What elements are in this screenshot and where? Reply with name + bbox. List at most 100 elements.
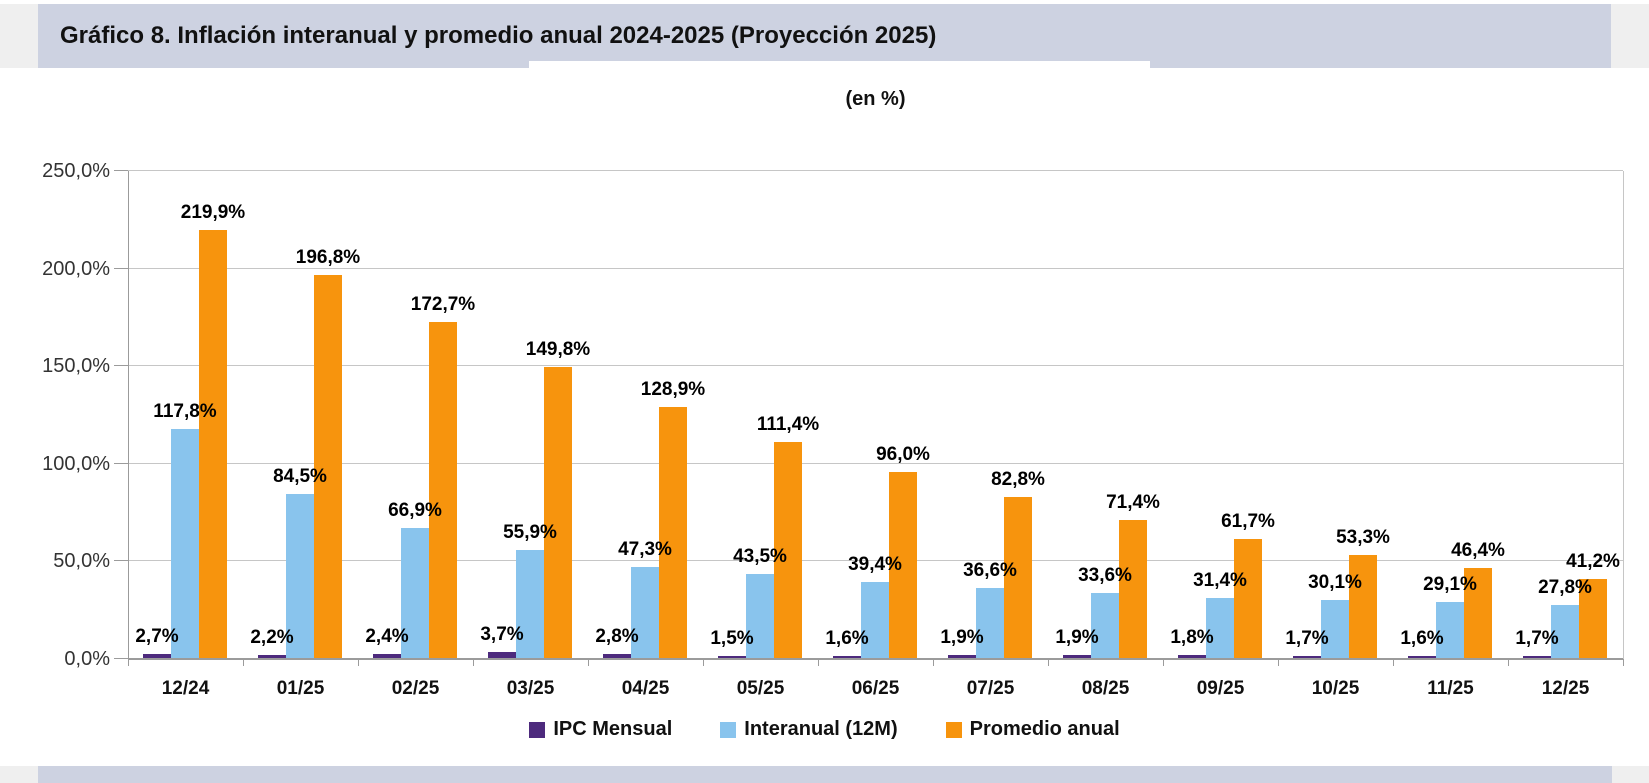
bar-interanual-12m- bbox=[516, 550, 544, 659]
x-axis-label: 12/24 bbox=[161, 678, 210, 699]
bar-promedio-anual bbox=[889, 472, 917, 659]
x-axis-label: 07/25 bbox=[966, 678, 1015, 699]
bar-interanual-12m- bbox=[976, 588, 1004, 659]
x-axis-tick bbox=[128, 659, 129, 666]
title-band bbox=[38, 4, 1611, 68]
bar-label: 61,7% bbox=[1221, 511, 1275, 532]
bar-ipc-mensual bbox=[258, 655, 286, 659]
bar-ipc-mensual bbox=[1408, 656, 1436, 659]
x-axis-label: 05/25 bbox=[736, 678, 785, 699]
y-axis-label: 250,0% bbox=[42, 160, 110, 182]
bar-label: 1,6% bbox=[825, 628, 869, 649]
legend-item: Promedio anual bbox=[945, 718, 1120, 741]
bar-interanual-12m- bbox=[1091, 593, 1119, 659]
legend-swatch-icon bbox=[529, 721, 546, 738]
bar-interanual-12m- bbox=[1206, 598, 1234, 659]
bar-label: 1,7% bbox=[1515, 628, 1559, 649]
bar-label: 2,7% bbox=[135, 626, 179, 647]
bar-label: 53,3% bbox=[1336, 527, 1390, 548]
y-axis-label: 0,0% bbox=[64, 648, 110, 670]
bar-interanual-12m- bbox=[1321, 600, 1349, 659]
bar-promedio-anual bbox=[314, 275, 342, 659]
bar-label: 43,5% bbox=[733, 546, 787, 567]
x-axis-label: 08/25 bbox=[1081, 678, 1130, 699]
y-axis-tick bbox=[114, 462, 128, 464]
gridline bbox=[128, 462, 1623, 464]
bar-promedio-anual bbox=[1349, 555, 1377, 659]
bar-label: 29,1% bbox=[1423, 574, 1477, 595]
bar-interanual-12m- bbox=[861, 582, 889, 659]
bar-ipc-mensual bbox=[1293, 656, 1321, 659]
bar-label: 1,7% bbox=[1285, 628, 1329, 649]
bar-interanual-12m- bbox=[1551, 605, 1579, 659]
bar-label: 27,8% bbox=[1538, 577, 1592, 598]
bar-ipc-mensual bbox=[1063, 655, 1091, 659]
x-axis-tick bbox=[1623, 659, 1624, 666]
bar-label: 46,4% bbox=[1451, 540, 1505, 561]
y-axis-tick bbox=[114, 267, 128, 269]
bar-label: 33,6% bbox=[1078, 565, 1132, 586]
legend-swatch-icon bbox=[720, 721, 737, 738]
x-axis-tick bbox=[703, 659, 704, 666]
bar-interanual-12m- bbox=[631, 567, 659, 659]
bar-label: 1,8% bbox=[1170, 627, 1214, 648]
x-axis-label: 06/25 bbox=[851, 678, 900, 699]
bar-interanual-12m- bbox=[746, 574, 774, 659]
legend-label: IPC Mensual bbox=[553, 718, 673, 740]
y-axis-label: 200,0% bbox=[42, 257, 110, 280]
bar-promedio-anual bbox=[1464, 568, 1492, 659]
bar-label: 196,8% bbox=[295, 247, 361, 268]
bar-label: 39,4% bbox=[848, 554, 902, 575]
bar-label: 1,6% bbox=[1400, 628, 1444, 649]
bar-promedio-anual bbox=[199, 230, 227, 659]
bar-promedio-anual bbox=[1234, 539, 1262, 659]
bar-ipc-mensual bbox=[603, 654, 631, 659]
bar-promedio-anual bbox=[544, 367, 572, 659]
bar-interanual-12m- bbox=[171, 429, 199, 659]
bar-interanual-12m- bbox=[1436, 602, 1464, 659]
chart-legend: IPC Mensual Interanual (12M) Promedio anua… bbox=[0, 718, 1649, 741]
bar-label: 2,2% bbox=[250, 627, 294, 648]
bar-ipc-mensual bbox=[948, 655, 976, 659]
chart-subtitle: (en %) bbox=[845, 88, 906, 110]
bar-label: 1,9% bbox=[1055, 627, 1099, 648]
bar-label: 30,1% bbox=[1308, 572, 1362, 593]
x-axis-label: 12/25 bbox=[1541, 678, 1590, 699]
legend-label: Interanual (12M) bbox=[744, 718, 898, 740]
bar-label: 117,8% bbox=[153, 401, 217, 422]
bar-promedio-anual bbox=[1004, 497, 1032, 659]
bar-label: 31,4% bbox=[1193, 570, 1247, 591]
bar-label: 55,9% bbox=[503, 522, 557, 543]
bar-ipc-mensual bbox=[143, 654, 171, 659]
bar-label: 36,6% bbox=[963, 560, 1017, 581]
bar-label: 2,8% bbox=[595, 626, 639, 647]
x-axis-tick bbox=[1393, 659, 1394, 666]
bottom-left-margin-strip bbox=[0, 766, 38, 783]
bar-promedio-anual bbox=[1119, 520, 1147, 659]
x-axis-tick bbox=[1278, 659, 1279, 666]
bar-promedio-anual bbox=[659, 407, 687, 659]
legend-item: IPC Mensual bbox=[529, 718, 672, 741]
bar-label: 128,9% bbox=[640, 379, 706, 400]
bar-label: 82,8% bbox=[991, 469, 1045, 490]
y-axis-tick bbox=[114, 170, 128, 171]
chart-title: Gráfico 8. Inflación interanual y promed… bbox=[60, 22, 937, 49]
plot-right-border bbox=[1623, 171, 1624, 659]
x-axis-tick bbox=[933, 659, 934, 666]
bar-ipc-mensual bbox=[718, 656, 746, 659]
bar-label: 71,4% bbox=[1106, 492, 1160, 513]
x-axis-tick bbox=[1163, 659, 1164, 666]
x-axis-tick bbox=[588, 659, 589, 666]
bar-ipc-mensual bbox=[833, 656, 861, 659]
x-axis-tick bbox=[243, 659, 244, 666]
x-axis-tick bbox=[473, 659, 474, 666]
gridline bbox=[128, 170, 1623, 171]
y-axis-tick bbox=[114, 365, 128, 367]
bar-ipc-mensual bbox=[1523, 656, 1551, 659]
bar-promedio-anual bbox=[1579, 579, 1607, 659]
bar-interanual-12m- bbox=[286, 494, 314, 659]
x-axis-label: 09/25 bbox=[1196, 678, 1245, 699]
bar-label: 47,3% bbox=[618, 539, 672, 560]
legend-swatch-icon bbox=[945, 721, 962, 738]
